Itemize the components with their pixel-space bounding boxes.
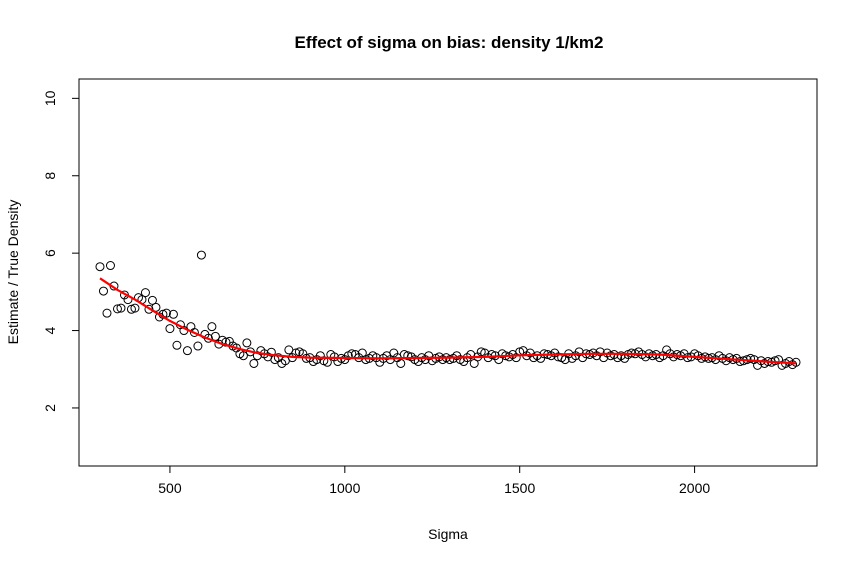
y-tick-label: 10	[42, 90, 58, 106]
trend-line-path	[99, 277, 797, 365]
data-point	[238, 351, 248, 361]
y-axis-label: Estimate / True Density	[5, 200, 21, 345]
x-axis: 500 1000 1500 2000	[158, 465, 710, 496]
data-point	[770, 356, 780, 366]
data-point	[196, 250, 206, 260]
data-point	[249, 358, 259, 368]
data-point	[606, 351, 616, 361]
data-point	[112, 304, 122, 314]
data-point	[165, 324, 175, 334]
data-point	[487, 350, 497, 360]
x-tick-label: 2000	[679, 480, 710, 496]
data-point	[445, 355, 455, 365]
data-point	[403, 351, 413, 361]
chart-title: Effect of sigma on bias: density 1/km2	[295, 33, 604, 52]
data-point	[746, 353, 756, 363]
trend-line	[99, 277, 797, 365]
x-tick-label: 1000	[329, 480, 360, 496]
data-point	[172, 340, 182, 350]
x-tick-label: 500	[158, 480, 182, 496]
x-tick-label: 1500	[504, 480, 535, 496]
data-point	[168, 309, 178, 319]
data-point	[189, 327, 199, 337]
data-point	[105, 261, 115, 271]
data-point	[193, 341, 203, 351]
data-point	[98, 286, 108, 296]
data-point	[130, 303, 140, 313]
data-point	[207, 322, 217, 332]
plot-frame	[78, 78, 818, 467]
y-tick-label: 2	[42, 404, 58, 412]
data-point	[266, 347, 276, 357]
data-point	[476, 347, 486, 357]
data-point	[396, 358, 406, 368]
data-points	[95, 250, 801, 370]
data-point	[116, 303, 126, 313]
y-tick-label: 6	[42, 249, 58, 257]
data-point	[140, 288, 150, 298]
data-point	[147, 295, 157, 305]
data-point	[182, 346, 192, 356]
data-point	[648, 351, 658, 361]
y-tick-label: 4	[42, 326, 58, 334]
data-point	[95, 262, 105, 272]
data-point	[161, 308, 171, 318]
data-point	[144, 304, 154, 314]
y-axis: 2 4 6 8 10	[42, 90, 80, 412]
data-point	[126, 304, 136, 314]
x-axis-label: Sigma	[428, 526, 468, 542]
data-point	[735, 357, 745, 367]
y-tick-label: 8	[42, 172, 58, 180]
data-point	[102, 308, 112, 318]
data-point	[242, 338, 252, 348]
data-point	[361, 355, 371, 365]
